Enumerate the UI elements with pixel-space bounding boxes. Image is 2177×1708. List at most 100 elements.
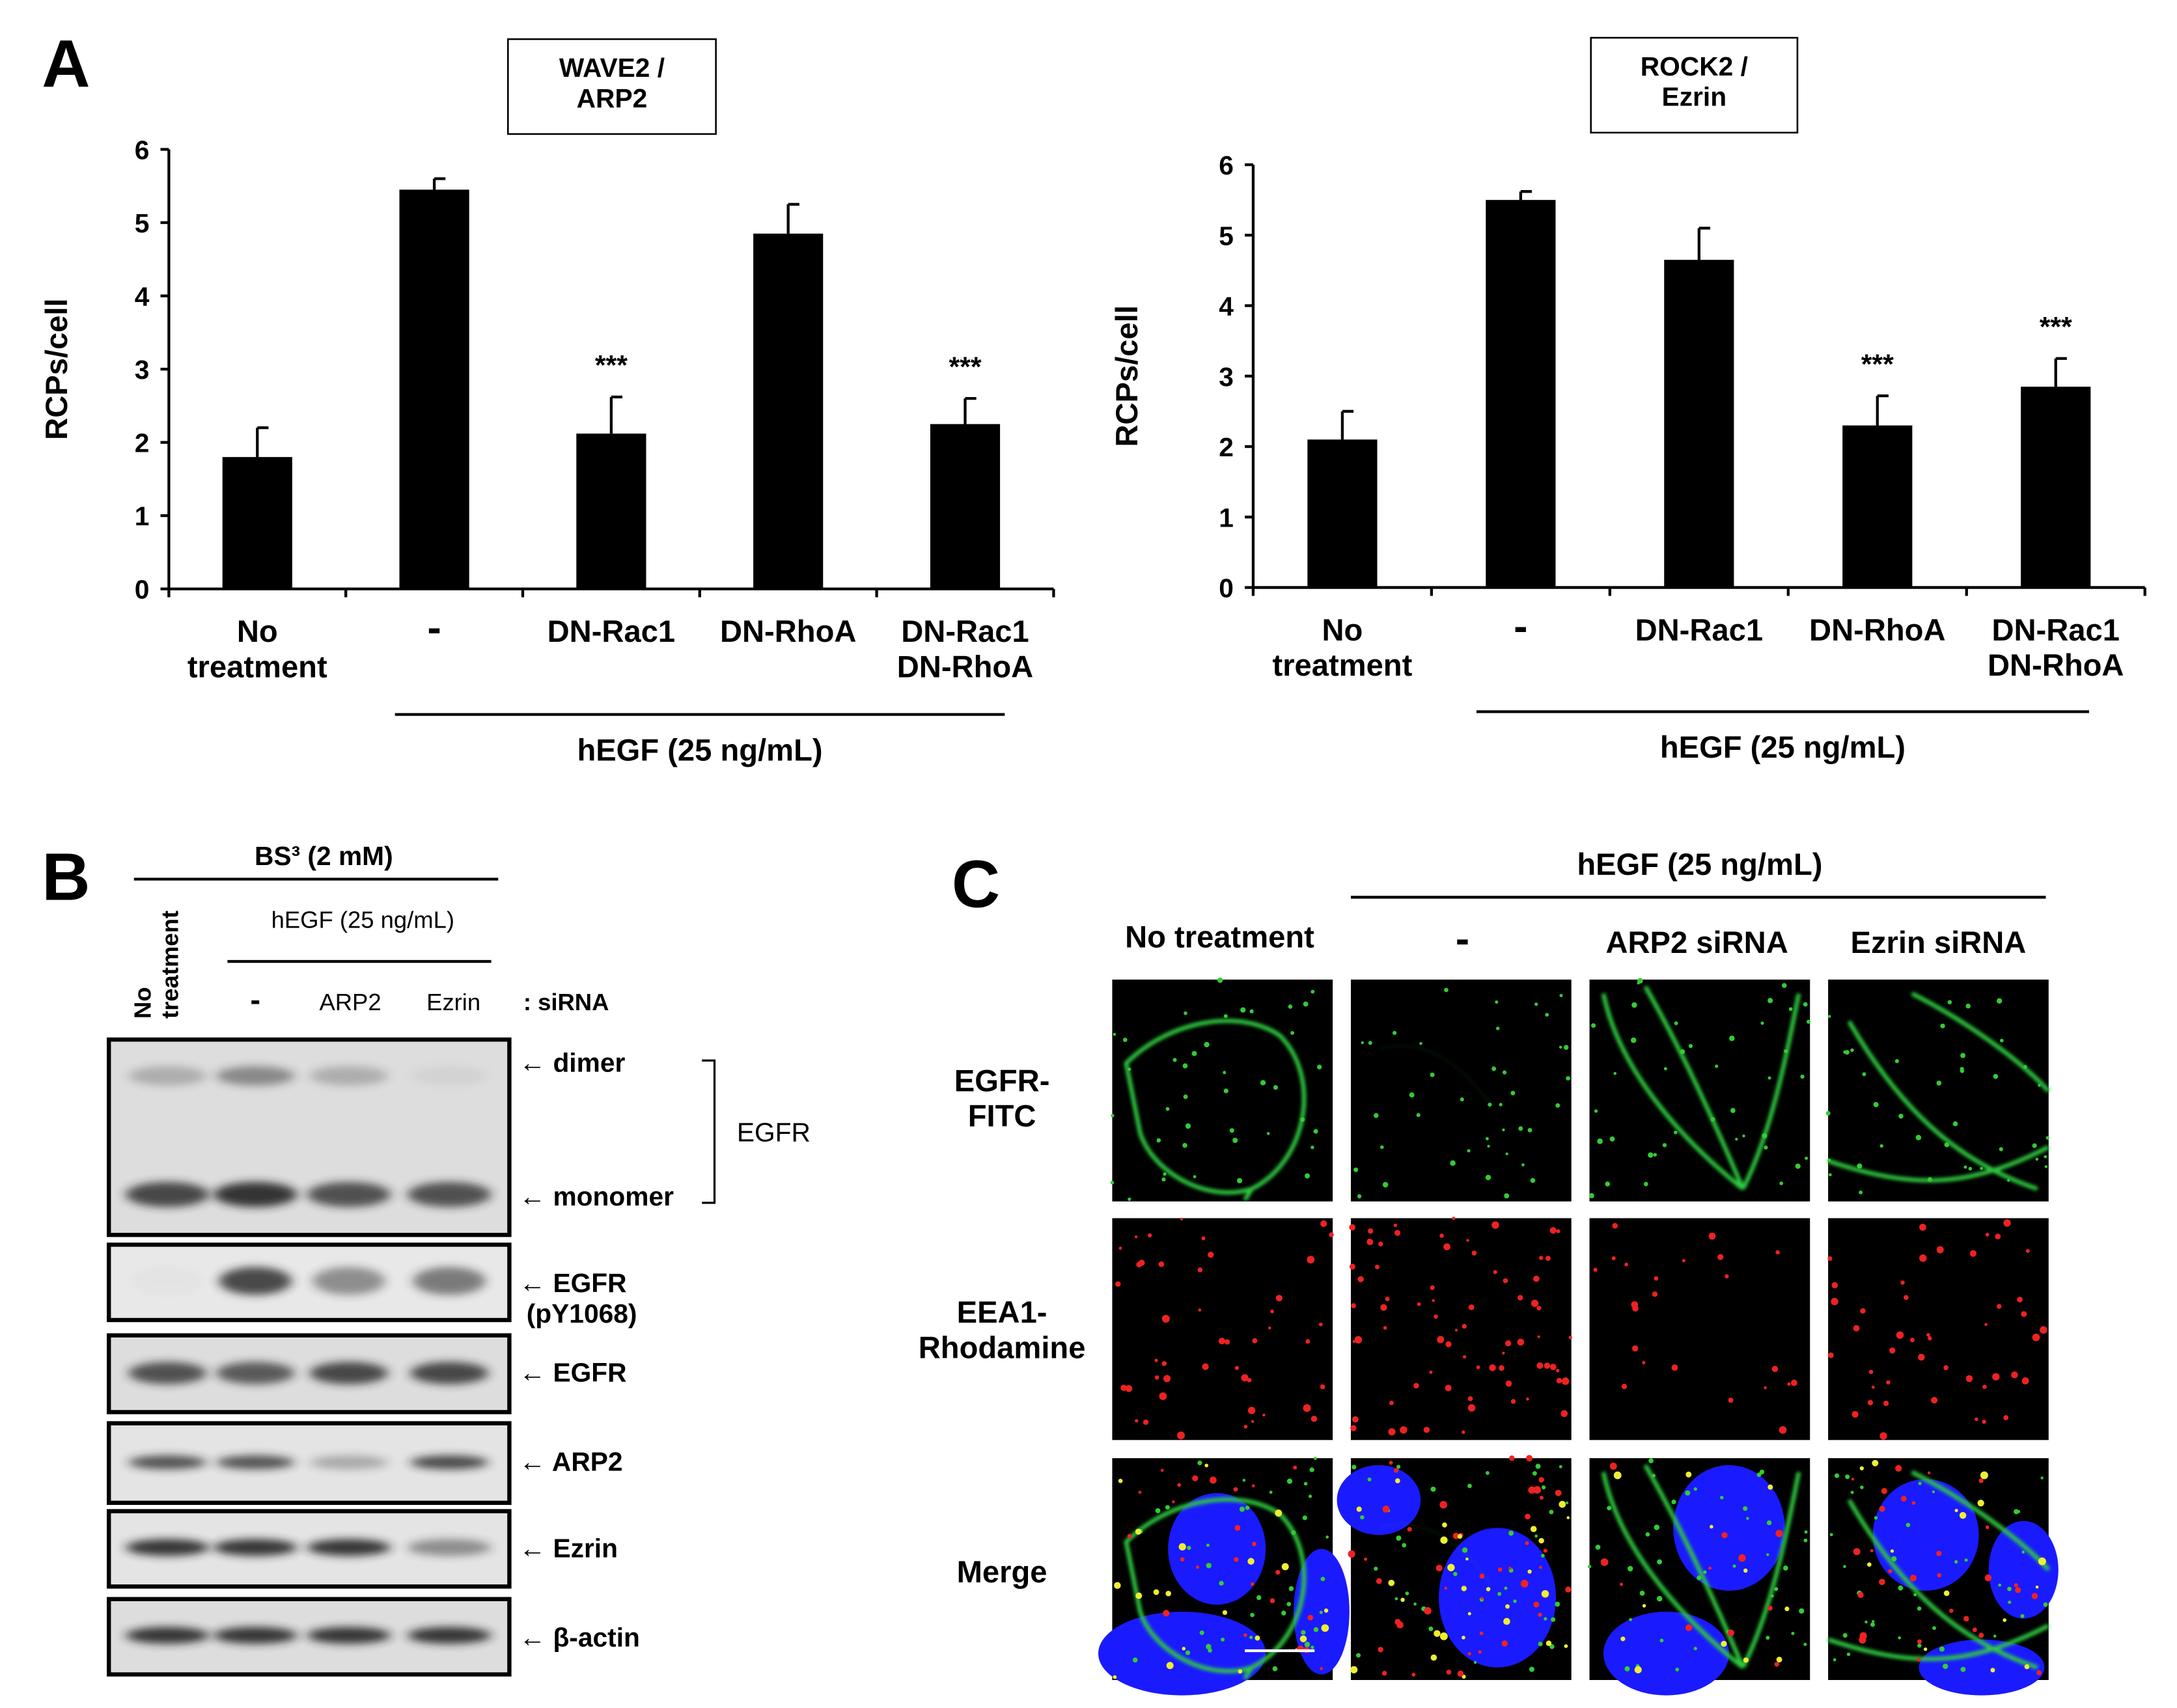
green-dot bbox=[1917, 1606, 1922, 1611]
green-dot bbox=[1906, 1522, 1911, 1528]
blot-band bbox=[125, 1181, 210, 1207]
red-dot bbox=[1479, 1631, 1484, 1636]
green-dot bbox=[1182, 1142, 1187, 1148]
red-dot bbox=[1135, 1528, 1142, 1535]
red-dot bbox=[1348, 1550, 1355, 1558]
red-dot bbox=[1980, 1471, 1988, 1480]
green-dot bbox=[1197, 1460, 1202, 1466]
green-dot bbox=[1828, 1173, 1832, 1177]
green-dot bbox=[1510, 1090, 1516, 1095]
red-dot bbox=[1320, 1667, 1324, 1670]
red-dot bbox=[1148, 1233, 1152, 1238]
membrane bbox=[1124, 1497, 1307, 1680]
red-dot bbox=[1310, 1415, 1318, 1422]
red-dot bbox=[1192, 1475, 1199, 1481]
green-dot bbox=[1266, 1132, 1270, 1135]
bracket bbox=[702, 1059, 716, 1204]
red-dot bbox=[2040, 1326, 2047, 1334]
green-dot bbox=[1313, 1129, 1318, 1134]
red-dot bbox=[1624, 1262, 1629, 1267]
green-dot bbox=[1504, 1193, 1510, 1199]
green-dot bbox=[1940, 1023, 1945, 1028]
error-bar bbox=[964, 396, 977, 424]
green-dot bbox=[1834, 1473, 1840, 1478]
green-dot bbox=[1495, 1000, 1499, 1004]
text-line: Ezrin bbox=[1662, 82, 1727, 112]
column-label: No treatment bbox=[1125, 920, 1314, 954]
red-dot bbox=[1857, 1591, 1864, 1599]
lane-label: Notreatment bbox=[130, 911, 184, 1019]
band-label: ← EGFR (pY1068) bbox=[519, 1268, 637, 1329]
red-dot bbox=[1218, 1338, 1226, 1345]
red-dot bbox=[1320, 1220, 1327, 1228]
red-dot bbox=[1867, 1399, 1874, 1406]
row-label: EEA1-Rhodamine bbox=[919, 1295, 1086, 1364]
green-dot bbox=[1591, 1023, 1596, 1028]
blot-band bbox=[131, 1267, 203, 1295]
red-dot bbox=[1767, 1605, 1773, 1611]
green-dot bbox=[1361, 1041, 1365, 1045]
green-dot bbox=[1872, 1619, 1875, 1623]
red-dot bbox=[1143, 1419, 1149, 1426]
red-dot bbox=[1202, 1363, 1209, 1370]
green-dot bbox=[1504, 1586, 1508, 1590]
blot-band bbox=[216, 1455, 295, 1470]
micrograph bbox=[1110, 977, 1333, 1202]
red-dot bbox=[1275, 1569, 1281, 1575]
red-dot bbox=[1461, 1586, 1467, 1591]
blot-band bbox=[407, 1539, 492, 1556]
green-dot bbox=[1132, 1657, 1138, 1663]
red-dot bbox=[1717, 1254, 1724, 1260]
panel-label: B bbox=[42, 840, 90, 915]
y-tick-label: 2 bbox=[1219, 432, 1234, 462]
micrograph bbox=[1589, 1218, 1810, 1440]
green-dot bbox=[1219, 1580, 1224, 1586]
text-line: No bbox=[237, 614, 278, 648]
green-dot bbox=[1491, 1066, 1497, 1071]
green-dot bbox=[1502, 1128, 1505, 1132]
green-dot bbox=[1565, 1501, 1569, 1505]
red-dot bbox=[1561, 1377, 1570, 1385]
red-dot bbox=[1909, 1575, 1917, 1582]
green-dot bbox=[1444, 987, 1449, 993]
green-dot bbox=[1631, 1002, 1637, 1008]
red-dot bbox=[1442, 1522, 1447, 1528]
red-dot bbox=[1504, 1340, 1512, 1347]
red-dot bbox=[2038, 1557, 2046, 1565]
green-dot bbox=[1206, 1644, 1212, 1649]
treatment-label: hEGF (25 ng/mL) bbox=[271, 907, 454, 933]
red-dot bbox=[1388, 1428, 1396, 1436]
red-dot bbox=[1510, 1399, 1516, 1404]
red-dot bbox=[1252, 1541, 1257, 1547]
red-dot bbox=[1489, 1364, 1496, 1371]
green-dot bbox=[1756, 1472, 1762, 1478]
red-dot bbox=[1160, 1468, 1164, 1472]
red-dot bbox=[1368, 1228, 1374, 1234]
blot-frame bbox=[106, 1242, 512, 1323]
red-dot bbox=[1708, 1566, 1712, 1570]
significance: *** bbox=[949, 351, 981, 383]
green-dot bbox=[1325, 1536, 1329, 1539]
green-dot bbox=[1952, 1121, 1958, 1127]
green-dot bbox=[2045, 1136, 2049, 1140]
green-dot bbox=[1467, 1149, 1471, 1153]
green-dot bbox=[1595, 1545, 1601, 1550]
green-dot bbox=[1791, 1631, 1795, 1636]
text-line: treatment bbox=[1273, 648, 1413, 682]
title-box bbox=[1590, 36, 1799, 134]
red-dot bbox=[1381, 1670, 1387, 1676]
text-line: (pY1068) bbox=[519, 1299, 637, 1329]
red-dot bbox=[1503, 1278, 1508, 1284]
green-dot bbox=[1518, 1126, 1523, 1131]
green-dot bbox=[1898, 1636, 1901, 1640]
red-dot bbox=[1233, 1487, 1238, 1492]
green-dot bbox=[1846, 1652, 1851, 1657]
green-dot bbox=[1273, 1085, 1279, 1090]
green-dot bbox=[1499, 1103, 1503, 1107]
red-dot bbox=[1467, 1612, 1471, 1616]
text-line: Rhodamine bbox=[919, 1330, 1086, 1364]
red-dot bbox=[1462, 1430, 1465, 1435]
blot-band bbox=[125, 1627, 210, 1644]
blot-band bbox=[216, 1362, 295, 1384]
green-dot bbox=[1862, 1072, 1866, 1077]
